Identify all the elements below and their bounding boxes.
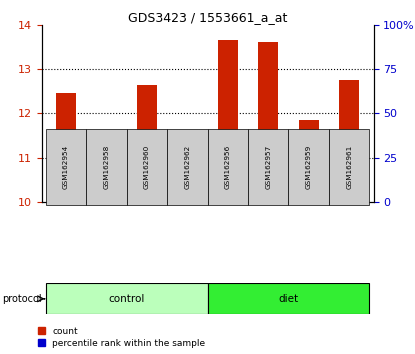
Text: GSM162961: GSM162961: [346, 145, 352, 189]
Bar: [46, 283, 208, 314]
Bar: [208, 129, 248, 205]
Bar: [177, 184, 198, 202]
Bar: [299, 181, 319, 185]
Bar: [96, 180, 116, 202]
Bar: [96, 180, 116, 184]
Bar: [339, 80, 359, 202]
Bar: [137, 85, 157, 202]
Bar: [299, 120, 319, 202]
Text: diet: diet: [278, 294, 298, 304]
Text: GSM162954: GSM162954: [63, 145, 69, 189]
Text: GSM162956: GSM162956: [225, 145, 231, 189]
Bar: [329, 129, 369, 205]
Title: GDS3423 / 1553661_a_at: GDS3423 / 1553661_a_at: [128, 11, 287, 24]
Text: GSM162962: GSM162962: [184, 145, 190, 189]
Bar: [248, 129, 288, 205]
Bar: [127, 129, 167, 205]
Bar: [339, 171, 359, 175]
Bar: [137, 170, 157, 175]
Bar: [56, 93, 76, 202]
Text: GSM162960: GSM162960: [144, 145, 150, 189]
Text: control: control: [108, 294, 145, 304]
Bar: [258, 42, 278, 202]
Bar: [208, 283, 369, 314]
Bar: [258, 171, 278, 175]
Legend: count, percentile rank within the sample: count, percentile rank within the sample: [38, 327, 205, 348]
Text: GSM162957: GSM162957: [265, 145, 271, 189]
Text: GSM162958: GSM162958: [103, 145, 109, 189]
Bar: [86, 129, 127, 205]
Text: protocol: protocol: [2, 294, 42, 304]
Bar: [56, 171, 76, 175]
Text: GSM162959: GSM162959: [306, 145, 312, 189]
Bar: [217, 40, 238, 202]
Bar: [288, 129, 329, 205]
Bar: [46, 129, 86, 205]
Bar: [177, 180, 198, 184]
Bar: [217, 165, 238, 170]
Bar: [167, 129, 208, 205]
